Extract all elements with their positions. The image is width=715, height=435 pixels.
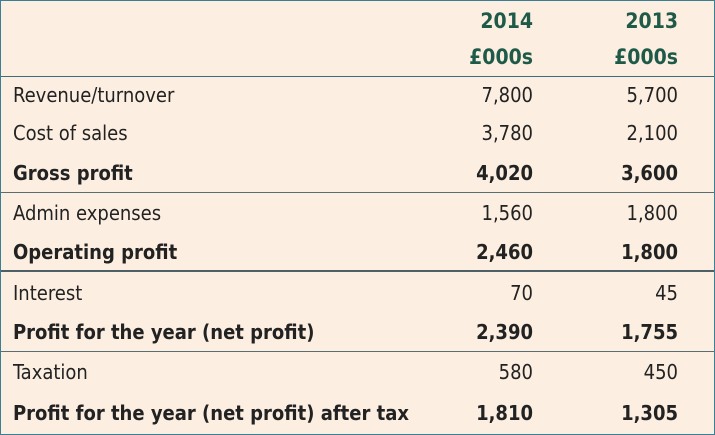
row-label: Cost of sales (13, 121, 128, 145)
row-label: Profit for the year (net profit) (13, 320, 315, 344)
table-row: Profit for the year (net profit) after t… (1, 392, 714, 434)
cell-value: 580 (498, 360, 533, 384)
cell-value: 3,780 (481, 121, 534, 145)
row-label: Gross profit (13, 160, 133, 185)
table-row: Interest 70 45 (1, 272, 714, 313)
cell-value: 1,560 (481, 201, 534, 225)
table-header: 2014 £000s 2013 £000s (1, 1, 714, 77)
cell-value: 7,800 (481, 83, 534, 107)
column-year: 2013 (625, 9, 678, 33)
cell-value: 2,100 (626, 121, 679, 145)
table-row: Operating profit 2,460 1,800 (1, 233, 714, 272)
row-label: Taxation (13, 360, 88, 384)
cell-value: 1,305 (621, 401, 678, 425)
cell-value: 1,810 (476, 401, 533, 425)
table-row: Taxation 580 450 (1, 352, 714, 392)
cell-value: 1,800 (621, 239, 678, 264)
cell-value: 4,020 (476, 160, 533, 185)
column-unit: £000s (614, 45, 678, 69)
cell-value: 5,700 (626, 83, 679, 107)
table-row: Gross profit 4,020 3,600 (1, 153, 714, 193)
cell-value: 70 (510, 280, 533, 305)
cell-value: 2,390 (476, 320, 533, 344)
table-row: Cost of sales 3,780 2,100 (1, 113, 714, 153)
table-row: Revenue/turnover 7,800 5,700 (1, 77, 714, 113)
column-year: 2014 (480, 9, 533, 33)
table-row: Admin expenses 1,560 1,800 (1, 193, 714, 233)
cell-value: 45 (655, 280, 678, 305)
cell-value: 3,600 (621, 160, 678, 185)
cell-value: 1,800 (626, 201, 679, 225)
row-label: Admin expenses (13, 201, 162, 225)
row-label: Revenue/turnover (13, 83, 175, 107)
row-label: Profit for the year (net profit) after t… (13, 401, 409, 425)
cell-value: 2,460 (476, 239, 533, 264)
column-unit: £000s (469, 45, 533, 69)
cell-value: 450 (643, 360, 678, 384)
table-row: Profit for the year (net profit) 2,390 1,7… (1, 313, 714, 352)
cell-value: 1,755 (621, 320, 678, 344)
row-label: Operating profit (13, 239, 178, 264)
row-label: Interest (13, 280, 83, 305)
